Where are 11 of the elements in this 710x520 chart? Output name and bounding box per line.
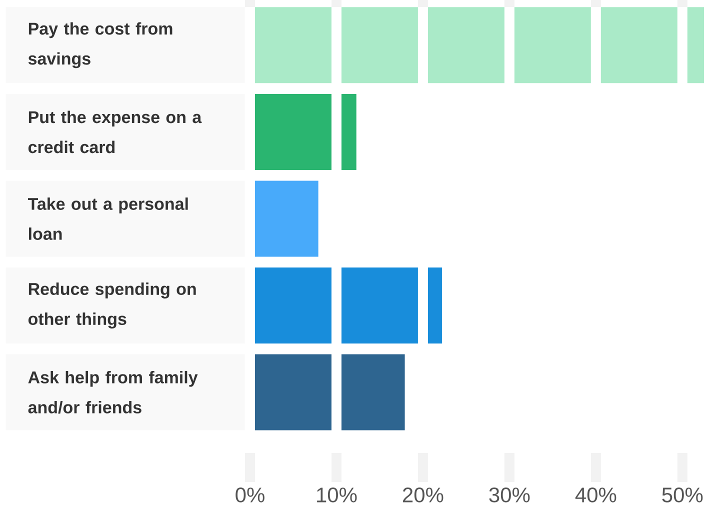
x-tick-label: 20% xyxy=(402,488,444,502)
y-tick-label: Pay the cost from savings xyxy=(28,22,172,68)
y-tick-label: Ask help from family and/or friends xyxy=(28,370,198,414)
x-tick-label: 10% xyxy=(317,488,357,502)
x-tick-label: 50% xyxy=(662,488,703,502)
x-tick-label: 40% xyxy=(575,488,616,502)
y-tick-label: Put the expense on a credit card xyxy=(28,110,202,154)
y-tick-label: Take out a personal loan xyxy=(28,197,188,240)
x-tick-label: 30% xyxy=(489,488,530,502)
x-tick-label: 0% xyxy=(236,488,264,502)
y-tick-label: Reduce spending on other things xyxy=(28,282,196,328)
